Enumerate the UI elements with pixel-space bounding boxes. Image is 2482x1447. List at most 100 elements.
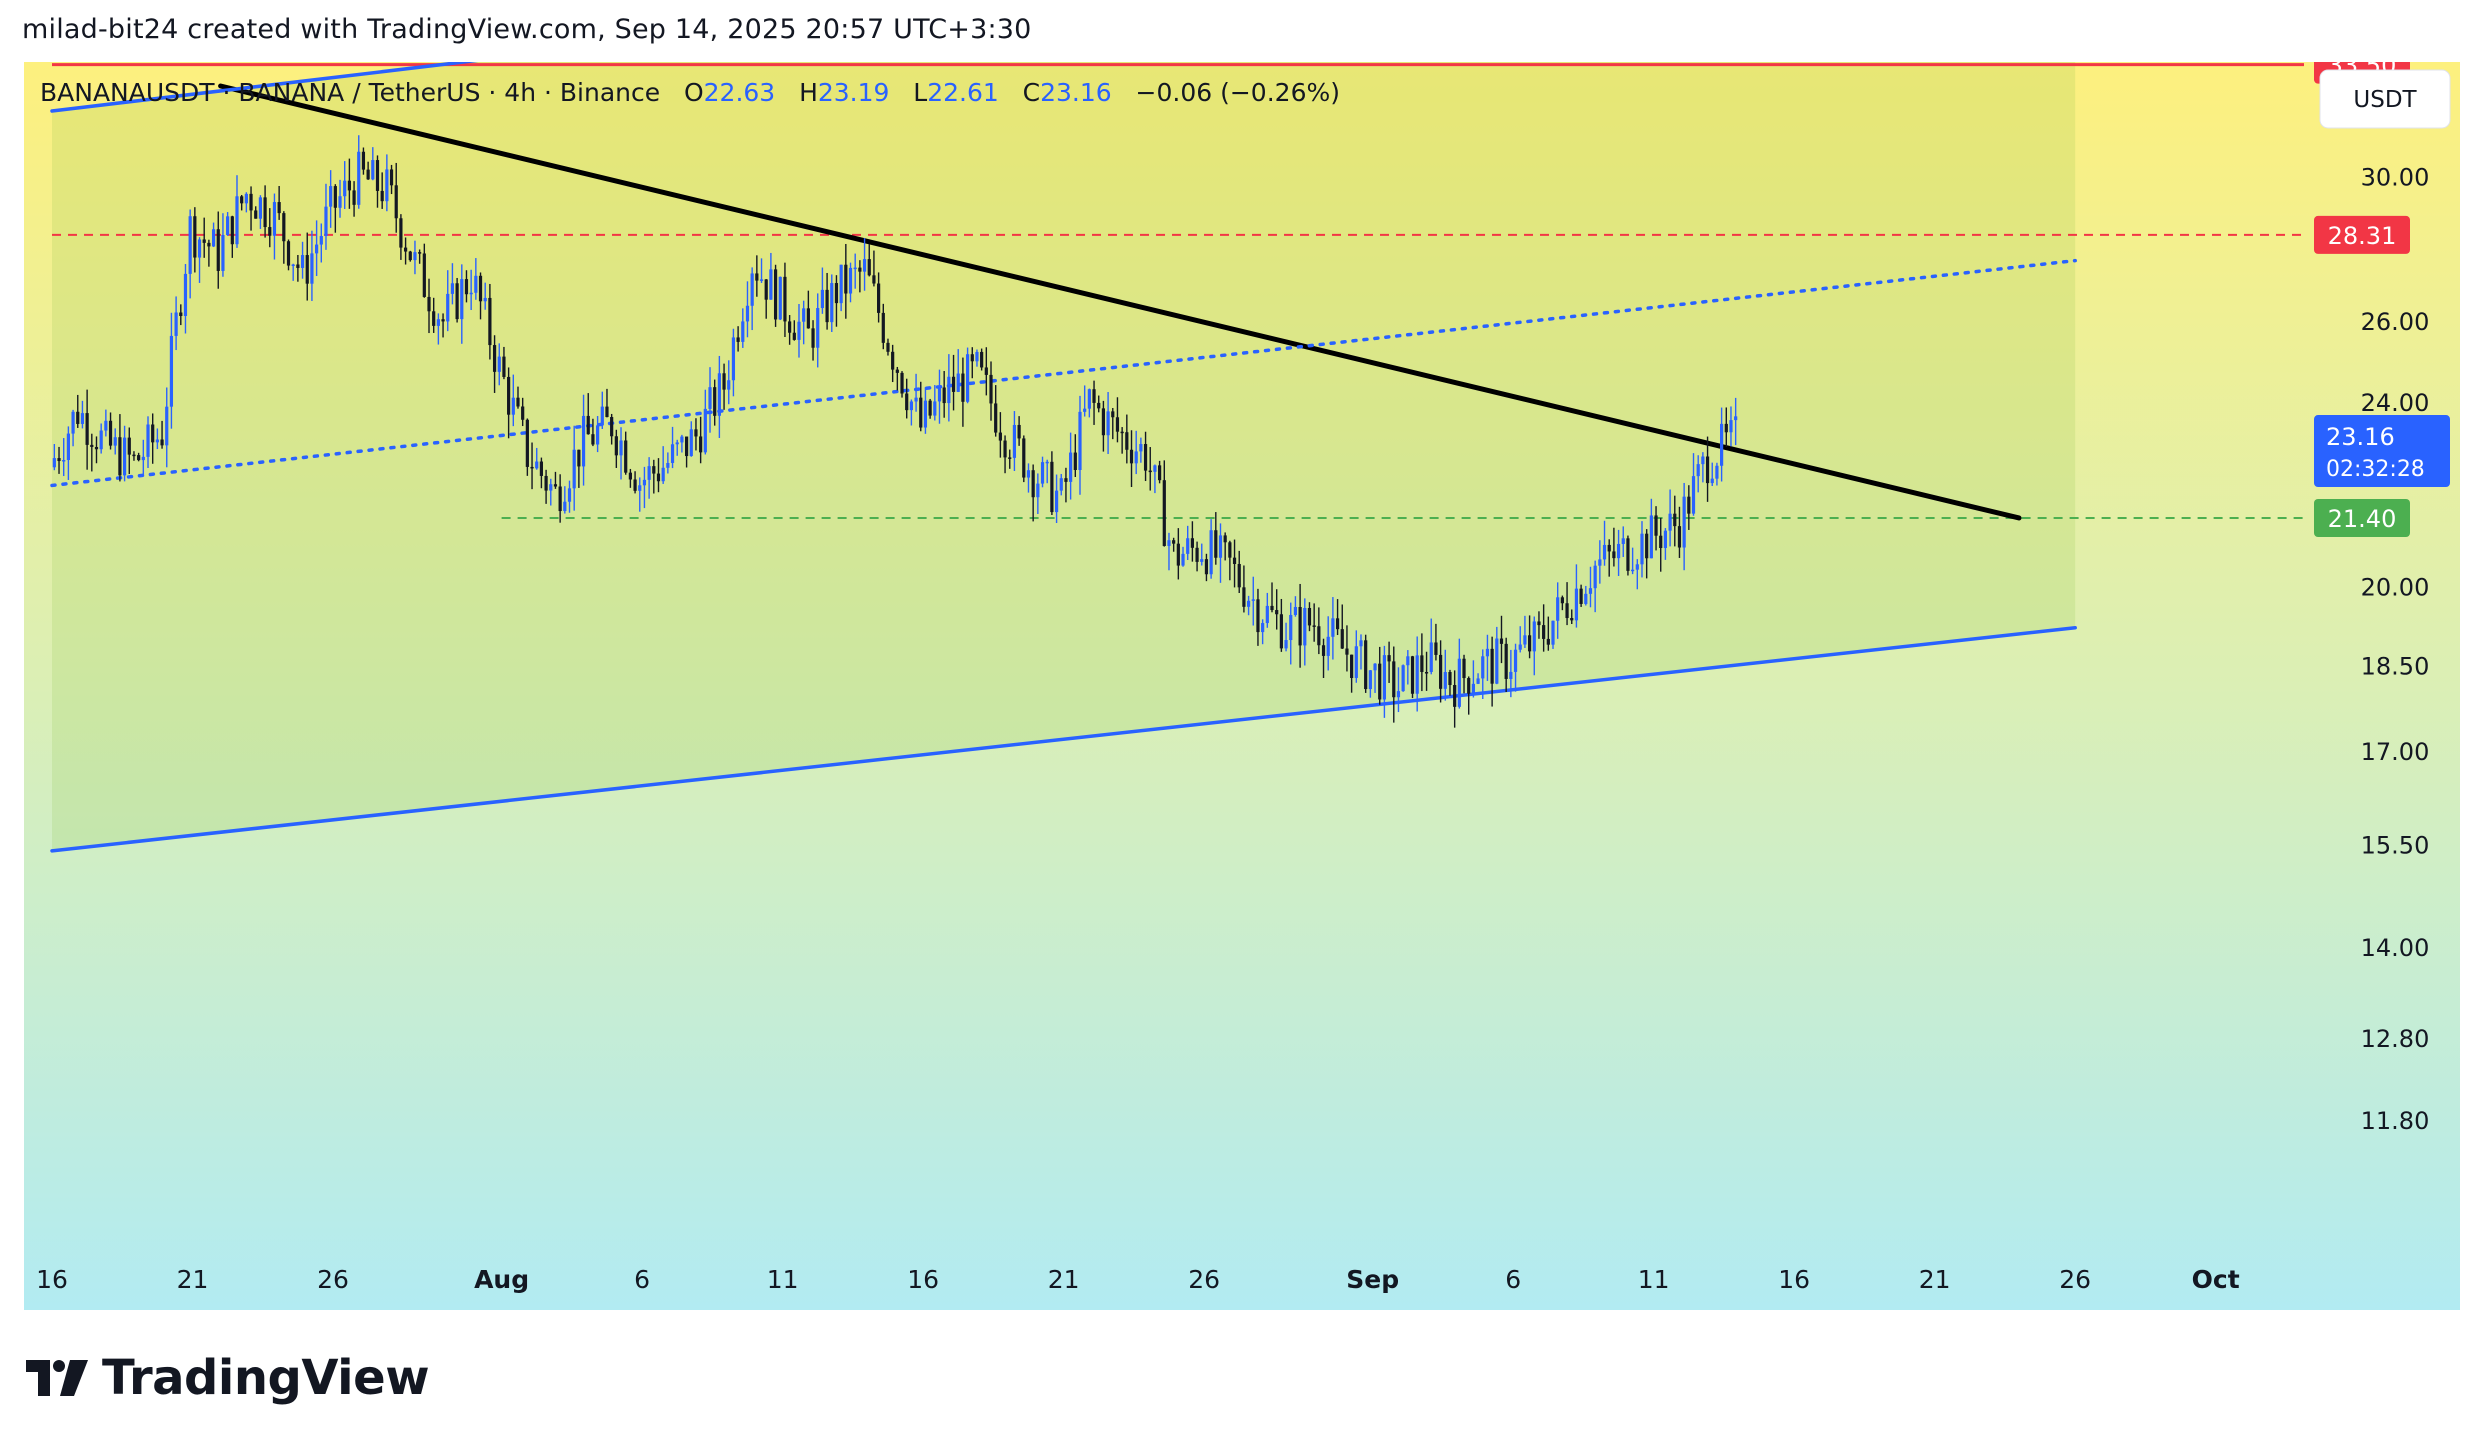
candle [717,355,721,438]
candle-body [947,376,951,404]
y-axis-label: 24.00 [2361,389,2430,417]
candle [76,394,80,428]
candle [221,213,225,277]
candle [867,244,871,277]
currency-button[interactable]: USDT [2319,69,2451,129]
candle [806,290,810,329]
candle-body [1574,588,1579,621]
candle-body [1148,470,1152,473]
candle-body [1546,638,1550,645]
candle [488,283,492,360]
candle-body [137,455,141,461]
candle-body [1279,614,1283,649]
candle-body [1284,640,1288,649]
candle [750,267,754,331]
candle-body [436,319,440,326]
candle [881,303,885,350]
candle [403,237,408,265]
candle [1003,435,1007,474]
candle-body [961,373,965,402]
candle [1485,634,1490,681]
candle [577,449,581,488]
candle [1556,582,1560,639]
candle [371,147,375,181]
candle [1054,474,1059,523]
candle-body [825,289,829,323]
candle-body [343,180,347,197]
candle-body [90,444,94,447]
candle-body [642,479,647,486]
candle-body [853,267,857,270]
trendline-channel-bottom[interactable] [50,625,2077,853]
candle [1176,528,1180,580]
candle [984,347,988,396]
candle-body [1696,464,1700,477]
candle-body [1307,607,1312,626]
candle [436,313,440,345]
candle-body [165,406,169,446]
candle-body [717,373,721,416]
candle-body [759,279,764,281]
candle-body [600,406,604,426]
candle-body [1467,678,1471,694]
candle [1172,537,1176,552]
candle-body [132,454,136,457]
candle-body [544,475,548,491]
candle-body [1687,496,1691,514]
candle [80,400,85,429]
candle [759,258,764,283]
symbol-legend[interactable]: BANANAUSDT · BANANA / TetherUS · 4h · Bi… [40,78,1340,107]
candle-body [197,239,202,258]
x-axis-label: 11 [767,1265,799,1294]
candle [844,243,848,319]
low-label: L [913,78,928,107]
candle [1242,565,1246,613]
candle [441,313,445,338]
y-axis-label: 30.00 [2361,163,2430,191]
candle-body [895,369,899,373]
candle-body [1158,465,1162,481]
candle [1275,589,1279,630]
candle-body [1616,543,1621,559]
candle [268,208,272,248]
candle-body [1654,515,1658,536]
candle [160,420,164,449]
candle [975,349,979,367]
candle-body [1190,538,1194,548]
candle [1228,540,1232,581]
candle [1715,462,1719,486]
candle [399,214,403,260]
candle [834,275,839,327]
candle-body [820,289,825,309]
candle [891,344,895,383]
candle-body [338,196,342,208]
trendline-channel-top[interactable] [50,62,2075,113]
candle [1270,582,1274,613]
candle-body [226,216,230,235]
candle [535,447,539,470]
last-price-label: 23.16 02:32:28 [2314,415,2450,488]
candle [300,241,305,279]
candle-body [811,328,815,348]
trendline-channel-mid[interactable] [50,258,2077,488]
candle-body [1518,644,1522,650]
candle-body [1195,547,1199,562]
candle [792,320,796,341]
trendline-descending[interactable] [218,83,2022,521]
candle [324,183,328,250]
candle [1167,532,1171,571]
candle [895,366,899,391]
candle [460,264,464,344]
price-label-21-40: 21.40 [2314,498,2410,537]
candle [450,263,455,305]
candle [797,304,801,358]
candle-body [141,456,145,461]
candle-body [1097,402,1101,409]
candle-body [315,244,319,254]
candle [1509,649,1513,698]
candle-body [1261,623,1265,633]
candle [174,296,178,351]
candle-body [211,229,216,247]
symbol-pair: BANANAUSDT · BANANA / TetherUS · 4h · Bi… [40,78,661,107]
